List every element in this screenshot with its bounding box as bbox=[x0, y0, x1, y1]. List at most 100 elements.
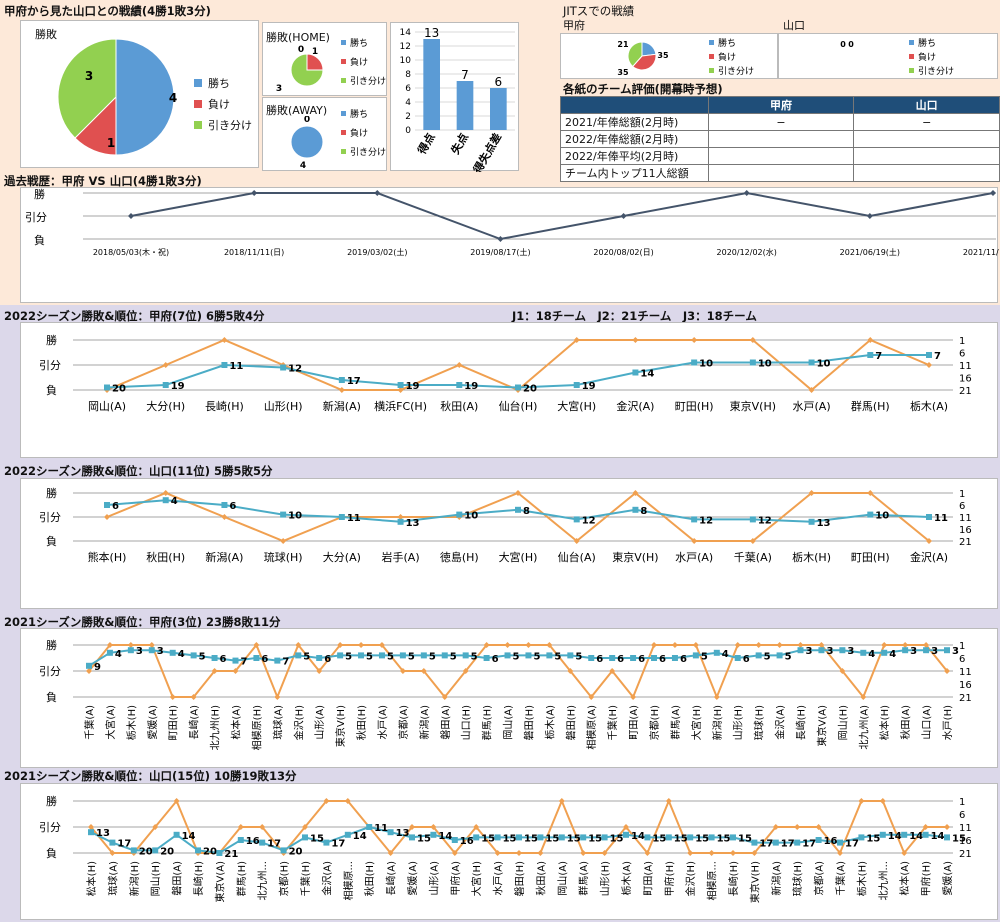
pie-data-label: 1 bbox=[107, 136, 115, 150]
rank-point bbox=[926, 514, 932, 520]
rank-point bbox=[691, 516, 698, 523]
rank-data-label: 7 bbox=[240, 657, 247, 668]
x-tick-label: 町田(H) bbox=[675, 400, 714, 413]
jy-legend-draw: 引き分け bbox=[918, 66, 954, 77]
rank-point bbox=[152, 847, 159, 854]
rank-point bbox=[88, 829, 94, 836]
x-tick-label: 金沢(A) bbox=[616, 399, 654, 413]
x-tick-label: 町田(H) bbox=[851, 551, 890, 564]
wl-point bbox=[494, 850, 501, 856]
rank-data-label: 15 bbox=[503, 833, 517, 844]
rank-data-label: 19 bbox=[406, 381, 420, 392]
rank-data-label: 6 bbox=[324, 654, 331, 665]
x-tick-label: 京都(A) bbox=[813, 861, 826, 896]
x-tick-label: 秋田(A) bbox=[534, 861, 547, 896]
rank-data-label: 15 bbox=[417, 833, 431, 844]
x-tick-label: 新潟(A) bbox=[205, 550, 243, 564]
wl-point bbox=[451, 850, 458, 856]
bar bbox=[423, 39, 440, 130]
rank-point bbox=[104, 384, 110, 391]
rank-data-label: 3 bbox=[826, 646, 833, 657]
rank-data-label: 6 bbox=[112, 501, 119, 512]
rank-data-label: 5 bbox=[554, 651, 561, 662]
rank-tick-label: 6 bbox=[959, 349, 965, 360]
wl-series-line bbox=[88, 643, 948, 700]
rank-point bbox=[366, 824, 373, 830]
pie-slice-win bbox=[641, 41, 657, 57]
rank-data-label: 15 bbox=[652, 833, 666, 844]
jits-yamaguchi-legend: 勝ち 負け 引き分け bbox=[909, 37, 954, 77]
x-tick-label: 山口(A) bbox=[921, 705, 933, 740]
x-tick-label: 金沢(A) bbox=[910, 550, 948, 564]
table-header-kofu: 甲府 bbox=[707, 96, 855, 114]
rank-data-label: 4 bbox=[171, 496, 178, 507]
rank-point bbox=[867, 511, 874, 518]
rank-data-label: 15 bbox=[866, 833, 880, 844]
table-cell bbox=[853, 147, 1000, 165]
rank-data-label: 15 bbox=[567, 833, 581, 844]
rank-point bbox=[944, 834, 950, 841]
rank-point bbox=[109, 839, 116, 846]
table-cell: − bbox=[707, 113, 855, 131]
table-row: チーム内トップ11人総額 bbox=[560, 164, 1000, 182]
x-tick-label: 愛媛(A) bbox=[941, 861, 954, 896]
rank-point bbox=[456, 382, 463, 388]
rank-data-label: 3 bbox=[157, 646, 164, 657]
wl-point bbox=[420, 668, 427, 674]
x-tick-label: 大宮(H) bbox=[557, 399, 596, 413]
s2022-kofu-chart: [勝敗] [順位]勝引分負161116212019111217191920191… bbox=[39, 308, 972, 413]
wl-point bbox=[558, 798, 565, 804]
x-tick-label: 山形(A) bbox=[314, 705, 326, 740]
x-tick-label: 新潟(A) bbox=[323, 399, 361, 413]
rank-point bbox=[558, 834, 565, 841]
rank-data-label: 15 bbox=[481, 833, 495, 844]
rank-data-label: 7 bbox=[934, 351, 941, 362]
rank-data-label: 4 bbox=[722, 649, 729, 660]
x-tick-label: 秋田(H) bbox=[355, 705, 368, 740]
x-tick-label: 千葉(H) bbox=[606, 705, 619, 740]
rank-data-label: 4 bbox=[178, 649, 185, 660]
rank-point bbox=[588, 655, 595, 661]
jk-legend-lose: 負け bbox=[718, 51, 736, 63]
pie-slice-win bbox=[290, 125, 324, 159]
series-line bbox=[130, 191, 994, 241]
rank-data-label: 13 bbox=[96, 828, 110, 839]
x-tick-label: 琉球(H) bbox=[791, 861, 804, 896]
x-tick-label: 相模原... bbox=[706, 861, 719, 901]
wl-point bbox=[259, 824, 266, 830]
x-tick-label: 仙台(H) bbox=[499, 399, 538, 413]
wl-point bbox=[772, 824, 779, 830]
rank-point bbox=[601, 834, 608, 841]
table-cell: 2022/年俸総額(2月時) bbox=[560, 130, 709, 148]
wl-point bbox=[302, 824, 308, 830]
x-tick-label: 水戸(A) bbox=[377, 705, 389, 740]
y-tick-label: 勝 bbox=[34, 188, 45, 201]
rank-data-label: 11 bbox=[934, 513, 948, 524]
x-tick-label: 栃木(H) bbox=[792, 550, 831, 564]
x-tick-label: 東京V(A) bbox=[815, 705, 828, 747]
rank-tick-label: 1 bbox=[959, 797, 965, 808]
rank-data-label: 15 bbox=[717, 833, 731, 844]
rank-point bbox=[808, 518, 815, 525]
rank-tick-label: 11 bbox=[959, 667, 972, 678]
rank-point bbox=[860, 649, 867, 656]
rank-point bbox=[644, 834, 651, 841]
wl-point bbox=[397, 387, 404, 393]
table-cell bbox=[707, 130, 855, 148]
wl-point bbox=[944, 668, 950, 674]
rank-data-label: 12 bbox=[699, 515, 713, 526]
rank-point bbox=[456, 511, 463, 518]
legend-win-label: 勝ち bbox=[208, 77, 230, 90]
results-pie-panel: 勝敗 4 1 3 勝ち 負け 引き分け bbox=[20, 20, 259, 168]
rank-data-label: 17 bbox=[845, 839, 859, 850]
rank-point bbox=[751, 839, 758, 846]
wl-point bbox=[152, 824, 159, 830]
history-panel: 勝引分負 2018/05/03(木・祝) 2018/11/11(日) 2019/03/… bbox=[20, 187, 1000, 303]
rank-data-label: 15 bbox=[545, 833, 559, 844]
bar-value-label: 7 bbox=[461, 68, 469, 82]
rank-tick-label: 21 bbox=[959, 537, 972, 548]
rank-data-label: 15 bbox=[524, 833, 538, 844]
x-tick-label: 東京V(H) bbox=[334, 705, 347, 747]
